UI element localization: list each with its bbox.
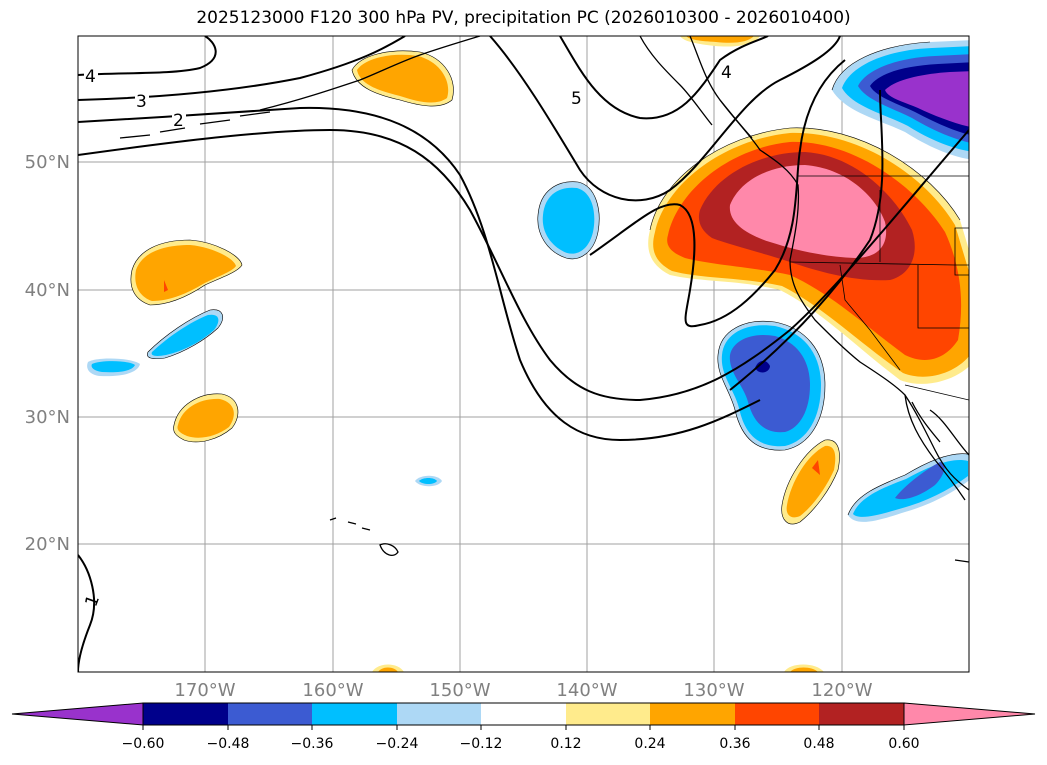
colorbar-tick-label: −0.48 [207, 736, 250, 752]
pv-contour-1 [78, 128, 969, 402]
colorbar-segment [397, 703, 481, 725]
lat-label: 20°N [25, 534, 70, 555]
colorbar-segment [481, 703, 566, 725]
pv-contour-4b [559, 36, 769, 120]
pv-contour-ca [729, 89, 884, 391]
contour-label: 4 [721, 63, 732, 83]
pv-contour-labels: 4 3 2 5 4 1 [81, 62, 734, 609]
pv-contour-4 [78, 36, 217, 76]
colorbar-tick-label: −0.36 [291, 736, 334, 752]
coastlines [119, 36, 969, 563]
contour-label: 4 [85, 67, 96, 87]
colorbar-segment [228, 703, 312, 725]
pv-contour-west [78, 554, 95, 672]
lat-label: 30°N [25, 407, 70, 428]
contour-label: 5 [571, 89, 582, 109]
lon-label: 170°W [174, 680, 235, 701]
colorbar-tick-label: −0.24 [376, 736, 419, 752]
colorbar-extend-high [903, 702, 1036, 726]
colorbar-tick-label: 0.60 [888, 736, 919, 752]
lon-label: 130°W [683, 680, 744, 701]
lon-label: 140°W [556, 680, 617, 701]
colorbar-tick-label: 0.12 [550, 736, 581, 752]
colorbar: −0.60 −0.48 −0.36 −0.24 −0.12 0.12 0.24 … [11, 702, 1036, 752]
precip-fill [87, 36, 969, 672]
colorbar-tick-label: 0.36 [719, 736, 750, 752]
colorbar-extend-low [11, 702, 144, 726]
precip-outline [130, 41, 969, 525]
pv-contour-5 [489, 36, 841, 202]
colorbar-segment [650, 703, 735, 725]
pv-contours [78, 36, 969, 672]
colorbar-segment [312, 703, 397, 725]
contour-label: 3 [136, 92, 147, 112]
lon-label: 160°W [302, 680, 363, 701]
colorbar-segment [819, 703, 904, 725]
colorbar-segment [143, 703, 228, 725]
colorbar-tick-label: −0.60 [122, 736, 165, 752]
lon-label: 150°W [429, 680, 490, 701]
colorbar-segment [566, 703, 650, 725]
colorbar-tick-label: −0.12 [460, 736, 503, 752]
lon-axis-labels: 170°W 160°W 150°W 140°W 130°W 120°W [174, 680, 872, 701]
map-frame [77, 35, 970, 673]
lat-label: 50°N [25, 152, 70, 173]
colorbar-segment [735, 703, 819, 725]
colorbar-tick-label: 0.24 [634, 736, 665, 752]
contour-label: 2 [173, 111, 184, 131]
map-plot-area: 4 3 2 5 4 1 [78, 36, 969, 672]
state-borders [789, 175, 969, 401]
map-title: 2025123000 F120 300 hPa PV, precipitatio… [196, 8, 851, 28]
lon-label: 120°W [811, 680, 872, 701]
colorbar-tick-label: 0.48 [803, 736, 834, 752]
pv-contour-cutoff [589, 59, 846, 328]
lat-label: 40°N [25, 280, 70, 301]
lat-axis-labels: 50°N 40°N 30°N 20°N [25, 152, 70, 555]
